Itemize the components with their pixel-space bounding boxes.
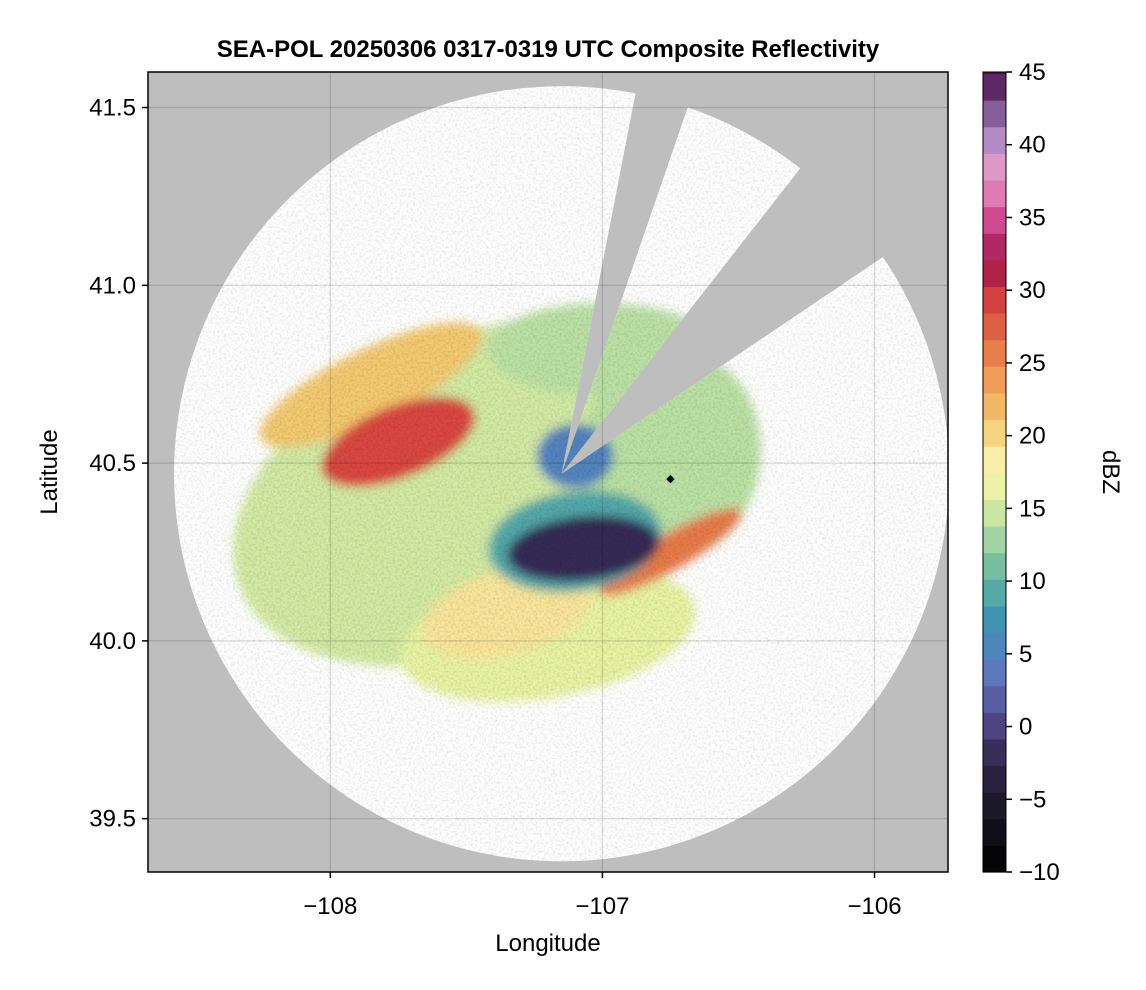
colorbar-band	[983, 233, 1006, 261]
colorbar-tick-label: 10	[1019, 568, 1046, 595]
chart-title: SEA-POL 20250306 0317-0319 UTC Composite…	[217, 36, 880, 63]
colorbar-band	[983, 366, 1006, 394]
plot-frame	[147, 71, 949, 873]
colorbar-band	[983, 472, 1006, 500]
colorbar-tick-label: 45	[1019, 59, 1046, 86]
colorbar-tick-label: 5	[1019, 641, 1032, 668]
colorbar-tick-label: 35	[1019, 204, 1046, 231]
x-tick-label: −106	[847, 893, 901, 920]
radar-site-marker	[666, 474, 675, 484]
y-axis-label: Latitude	[36, 429, 63, 514]
y-axis-ticks: 39.5 40.0 40.5 41.0 41.5	[89, 95, 148, 833]
colorbar-band	[983, 685, 1006, 713]
colorbar-tick-label: 20	[1019, 423, 1046, 450]
colorbar	[983, 72, 1006, 873]
colorbar-band	[983, 579, 1006, 607]
colorbar-band	[983, 446, 1006, 474]
colorbar-band	[983, 419, 1006, 447]
x-axis-ticks: −108 −107 −106	[303, 872, 902, 920]
y-tick-label: 40.0	[89, 628, 136, 655]
colorbar-band	[983, 73, 1006, 101]
colorbar-band	[983, 659, 1006, 687]
colorbar-tick-label: 30	[1019, 277, 1046, 304]
colorbar-band	[983, 845, 1006, 873]
colorbar-band	[983, 126, 1006, 154]
colorbar-band	[983, 339, 1006, 367]
x-axis-label: Longitude	[495, 930, 600, 957]
colorbar-band	[983, 765, 1006, 793]
colorbar-band	[983, 153, 1006, 181]
colorbar-tick-label: −5	[1019, 786, 1046, 813]
colorbar-tick-label: 25	[1019, 350, 1046, 377]
colorbar-band	[983, 499, 1006, 527]
colorbar-band	[983, 313, 1006, 341]
y-tick-label: 41.5	[89, 95, 136, 122]
colorbar-band	[983, 392, 1006, 421]
grid	[148, 72, 948, 872]
colorbar-ticks: −10 −5 0 5 10 15 20 25 30 35 40 45	[1006, 59, 1060, 886]
colorbar-band	[983, 206, 1006, 234]
colorbar-band	[983, 72, 1006, 75]
colorbar-tick-label: 40	[1019, 132, 1046, 159]
colorbar-band	[983, 792, 1006, 820]
y-tick-label: 41.0	[89, 272, 136, 299]
x-tick-label: −107	[575, 893, 629, 920]
colorbar-band	[983, 286, 1006, 314]
colorbar-label: dBZ	[1097, 450, 1124, 494]
colorbar-band	[983, 818, 1006, 846]
colorbar-band	[983, 100, 1006, 128]
colorbar-band	[983, 525, 1006, 554]
y-tick-label: 40.5	[89, 450, 136, 477]
colorbar-tick-label: 15	[1019, 495, 1046, 522]
colorbar-tick-label: −10	[1019, 859, 1060, 886]
x-tick-label: −108	[303, 893, 357, 920]
colorbar-band	[983, 552, 1006, 580]
colorbar-band	[983, 738, 1006, 767]
colorbar-tick-label: 0	[1019, 714, 1032, 741]
colorbar-band	[983, 179, 1006, 208]
colorbar-band	[983, 632, 1006, 660]
colorbar-band	[983, 259, 1006, 287]
y-tick-label: 39.5	[89, 806, 136, 833]
colorbar-band	[983, 605, 1006, 634]
colorbar-band	[983, 712, 1006, 740]
colorbar-frame	[982, 71, 1007, 873]
